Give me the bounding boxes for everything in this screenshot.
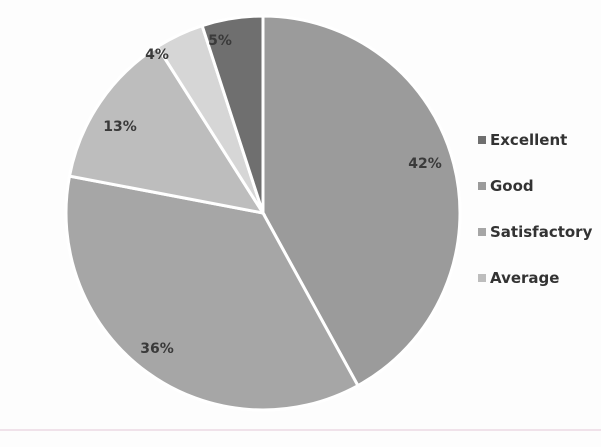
pie-label-good: 42%: [408, 156, 442, 172]
legend-swatch-average: [478, 274, 486, 282]
legend-swatch-satisfactory: [478, 228, 486, 236]
pie-label-poor: 4%: [145, 47, 169, 63]
pie-slice-labels: 42% 36% 13% 4% 5%: [103, 33, 442, 357]
pie-slices: [64, 14, 462, 412]
legend-swatch-good: [478, 182, 486, 190]
pie-label-satisfactory: 36%: [140, 341, 174, 357]
legend-label-good: Good: [490, 177, 534, 195]
chart-legend: Excellent Good Satisfactory Average: [478, 131, 593, 287]
pie-label-excellent: 5%: [208, 33, 232, 49]
pie-label-average: 13%: [103, 119, 137, 135]
legend-label-excellent: Excellent: [490, 131, 567, 149]
pie-slice-satisfactory: [64, 174, 360, 412]
legend-label-satisfactory: Satisfactory: [490, 223, 593, 241]
pie-slice-excellent: [200, 14, 265, 214]
pie-slice-average: [67, 44, 267, 216]
legend-label-average: Average: [490, 269, 559, 287]
legend-swatch-excellent: [478, 136, 486, 144]
pie-slice-good: [261, 14, 462, 388]
